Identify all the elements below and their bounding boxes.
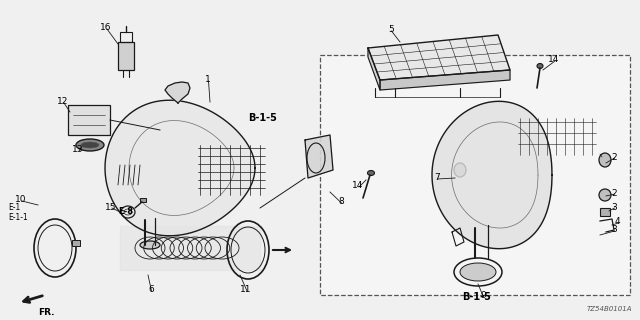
Text: 14: 14	[352, 181, 364, 190]
Text: 16: 16	[100, 23, 111, 33]
Polygon shape	[105, 100, 255, 236]
Ellipse shape	[81, 142, 99, 148]
Polygon shape	[165, 82, 190, 103]
Text: FR.: FR.	[38, 308, 54, 317]
Text: B-1-5: B-1-5	[248, 113, 277, 123]
Text: 15: 15	[105, 203, 116, 212]
Text: 3: 3	[611, 226, 617, 235]
Bar	[600, 208, 610, 216]
Text: 2: 2	[611, 188, 616, 197]
Text: 1: 1	[205, 76, 211, 84]
Bar	[118, 42, 134, 70]
Polygon shape	[368, 48, 380, 90]
Ellipse shape	[460, 263, 496, 281]
Text: B-1-5: B-1-5	[462, 292, 491, 302]
Bar	[320, 55, 630, 295]
Text: E-8: E-8	[118, 207, 133, 217]
Text: 10: 10	[15, 196, 26, 204]
Ellipse shape	[537, 63, 543, 68]
Text: E-1: E-1	[8, 204, 20, 212]
Ellipse shape	[599, 189, 611, 201]
Text: 12: 12	[57, 98, 68, 107]
Ellipse shape	[367, 171, 374, 175]
Text: 3: 3	[611, 203, 617, 212]
Text: 14: 14	[548, 55, 559, 65]
Ellipse shape	[140, 241, 160, 249]
Text: 6: 6	[148, 285, 154, 294]
Bar	[140, 198, 146, 202]
Ellipse shape	[599, 153, 611, 167]
Text: 13: 13	[72, 146, 83, 155]
Polygon shape	[432, 101, 552, 249]
Text: 2: 2	[611, 153, 616, 162]
Text: 9: 9	[480, 292, 486, 300]
Polygon shape	[305, 135, 333, 178]
Polygon shape	[368, 35, 510, 80]
Bar	[72, 240, 80, 246]
Text: 5: 5	[388, 26, 394, 35]
Bar	[68, 105, 110, 135]
Text: TZ54B0101A: TZ54B0101A	[586, 306, 632, 312]
Polygon shape	[380, 70, 510, 90]
Text: E-1-1: E-1-1	[8, 213, 28, 222]
Bar	[120, 32, 132, 42]
Ellipse shape	[454, 163, 466, 177]
Ellipse shape	[76, 139, 104, 151]
Text: 11: 11	[240, 285, 252, 294]
Text: 4: 4	[615, 218, 621, 227]
Text: 8: 8	[338, 197, 344, 206]
Polygon shape	[120, 226, 260, 270]
Text: 7: 7	[434, 173, 440, 182]
